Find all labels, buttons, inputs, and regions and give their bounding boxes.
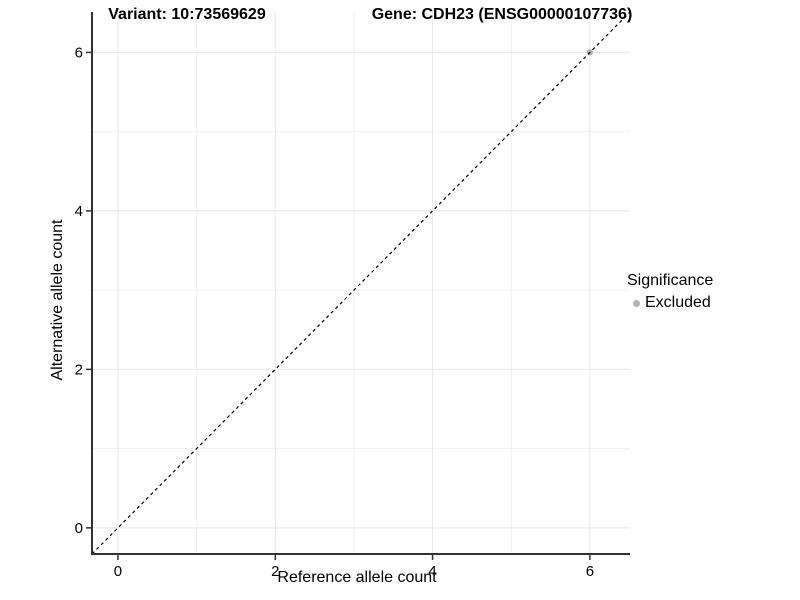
- legend-item-label: Excluded: [645, 294, 711, 311]
- y-tick-label: 0: [75, 520, 83, 537]
- y-axis-title: Alternative allele count: [49, 219, 66, 381]
- y-tick-label: 6: [75, 44, 83, 61]
- legend-title: Significance: [627, 272, 714, 289]
- x-tick-label: 2: [271, 563, 279, 580]
- plot-title-gene: Gene: CDH23 (ENSG00000107736): [371, 6, 633, 23]
- x-tick-label: 4: [428, 563, 436, 580]
- legend: Significance Excluded: [627, 271, 713, 312]
- excluded-point-icon: [633, 299, 640, 307]
- x-tick-label: 0: [114, 563, 122, 580]
- y-tick-label: 2: [75, 361, 83, 378]
- x-axis-title: Reference allele count: [277, 569, 437, 586]
- legend-item-excluded: Excluded: [627, 294, 713, 312]
- identity-dashed-line: [91, 11, 631, 555]
- y-tick-label: 4: [75, 203, 83, 220]
- x-tick-label: 6: [586, 563, 594, 580]
- plot-title-variant: Variant: 10:73569629: [108, 6, 266, 23]
